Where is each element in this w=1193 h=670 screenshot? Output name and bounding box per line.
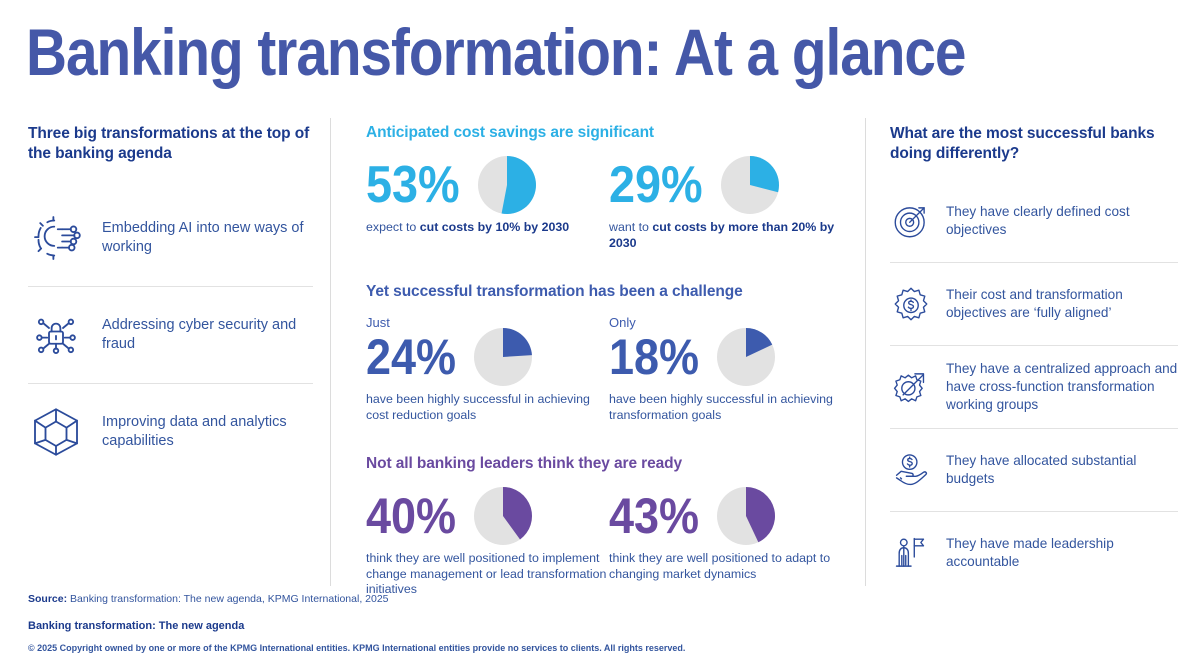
source-line: Source: Banking transformation: The new … bbox=[28, 592, 1168, 606]
target-arrow-icon bbox=[890, 200, 932, 242]
page-title: Banking transformation: At a glance bbox=[26, 15, 966, 89]
stat-value-row: 18% bbox=[609, 328, 852, 386]
caption-text: want to bbox=[609, 220, 653, 234]
stat-row: Just 24% have been highly successful in ac… bbox=[366, 315, 852, 423]
stat-prefix: Just bbox=[366, 315, 390, 330]
list-item: Improving data and analytics capabilitie… bbox=[28, 384, 313, 480]
gear-dollar-icon bbox=[890, 283, 932, 325]
stat-block: Only 18% have been highly successful in ac… bbox=[609, 315, 852, 423]
right-item-divider bbox=[890, 262, 1178, 263]
stat-block: 53% expect to cut costs by 10% by 2030 bbox=[366, 156, 609, 251]
document-title: Banking transformation: The new agenda bbox=[28, 620, 245, 632]
stat-block: 40% think they are well positioned to imp… bbox=[366, 487, 609, 598]
gear-arrow-up-icon bbox=[890, 366, 932, 408]
column-divider-right bbox=[865, 118, 866, 586]
pie-chart bbox=[721, 156, 780, 214]
right-item-divider bbox=[890, 345, 1178, 346]
stat-caption: have been highly successful in achieving… bbox=[366, 392, 609, 423]
stat-value-row: 53% bbox=[366, 156, 609, 214]
stat-value: 53% bbox=[366, 156, 460, 214]
caption-emphasis: cut costs by more than 20% by 2030 bbox=[609, 220, 835, 250]
left-column-heading: Three big transformations at the top of … bbox=[28, 125, 310, 162]
stat-value: 40% bbox=[366, 488, 457, 544]
left-item-divider bbox=[28, 286, 313, 287]
stat-value-row: 24% bbox=[366, 328, 609, 386]
stat-value: 29% bbox=[609, 156, 703, 214]
left-column: Three big transformations at the top of … bbox=[28, 124, 313, 480]
footer: Source: Banking transformation: The new … bbox=[28, 592, 1168, 653]
left-item-label: Addressing cyber security and fraud bbox=[102, 317, 297, 352]
statistics-sections: Anticipated cost savings are significant… bbox=[366, 124, 852, 598]
list-item: Their cost and transformation objectives… bbox=[890, 263, 1178, 345]
left-items-list: Embedding AI into new ways of working Ad… bbox=[28, 190, 313, 480]
stat-caption: have been highly successful in achieving… bbox=[609, 392, 852, 423]
leader-flag-icon bbox=[890, 532, 932, 574]
section-heading: Anticipated cost savings are significant bbox=[366, 124, 654, 141]
source-label: Source: bbox=[28, 593, 68, 605]
right-item-divider bbox=[890, 511, 1178, 512]
column-divider-left bbox=[330, 118, 331, 586]
copyright-notice: © 2025 Copyright owned by one or more of… bbox=[28, 643, 686, 653]
list-item: Embedding AI into new ways of working bbox=[28, 190, 313, 286]
stat-caption: think they are well positioned to implem… bbox=[366, 551, 609, 598]
data-cube-icon bbox=[28, 404, 84, 460]
left-item-label: Improving data and analytics capabilitie… bbox=[102, 414, 287, 449]
right-item-label: They have clearly defined cost objective… bbox=[946, 204, 1130, 237]
right-item-label: They have a centralized approach and hav… bbox=[946, 361, 1178, 412]
list-item: They have a centralized approach and hav… bbox=[890, 346, 1178, 428]
right-column: What are the most successful banks doing… bbox=[890, 124, 1178, 594]
pie-chart bbox=[717, 328, 776, 386]
stat-value-row: 43% bbox=[609, 487, 852, 545]
stat-row: 53% expect to cut costs by 10% by 2030 29%… bbox=[366, 156, 852, 251]
section-heading: Yet successful transformation has been a… bbox=[366, 283, 743, 300]
stat-value: 43% bbox=[609, 488, 700, 544]
list-item: Addressing cyber security and fraud bbox=[28, 287, 313, 383]
statistics-section: Not all banking leaders think they are r… bbox=[366, 455, 852, 598]
stat-value: 24% bbox=[366, 329, 457, 385]
gear-ai-circuit-icon bbox=[28, 210, 84, 266]
caption-text: expect to bbox=[366, 220, 420, 234]
caption-emphasis: cut costs by 10% by 2030 bbox=[419, 220, 570, 234]
list-item: They have made leadership accountable bbox=[890, 512, 1178, 594]
stat-value-row: 40% bbox=[366, 487, 609, 545]
pie-chart bbox=[474, 328, 533, 386]
left-item-label: Embedding AI into new ways of working bbox=[102, 220, 304, 255]
caption-text: think they are well positioned to implem… bbox=[366, 551, 607, 596]
stat-block: 29% want to cut costs by more than 20% by… bbox=[609, 156, 852, 251]
right-column-heading: What are the most successful banks doing… bbox=[890, 125, 1155, 162]
caption-text: have been highly successful in achieving… bbox=[609, 392, 833, 422]
statistics-section: Anticipated cost savings are significant… bbox=[366, 124, 852, 251]
middle-column: Anticipated cost savings are significant… bbox=[366, 124, 852, 598]
lock-cyber-security-icon bbox=[28, 307, 84, 363]
pie-chart bbox=[717, 487, 776, 545]
stat-prefix: Only bbox=[609, 315, 636, 330]
right-item-label: Their cost and transformation objectives… bbox=[946, 287, 1123, 320]
list-item: They have allocated substantial budgets bbox=[890, 429, 1178, 511]
stat-block: Just 24% have been highly successful in ac… bbox=[366, 315, 609, 423]
left-item-divider bbox=[28, 383, 313, 384]
stat-caption: think they are well positioned to adapt … bbox=[609, 551, 852, 582]
source-text: Banking transformation: The new agenda, … bbox=[67, 593, 389, 605]
statistics-section: Yet successful transformation has been a… bbox=[366, 283, 852, 423]
pie-chart bbox=[474, 487, 533, 545]
hand-dollar-icon bbox=[890, 449, 932, 491]
right-item-label: They have made leadership accountable bbox=[946, 536, 1114, 569]
stat-caption: want to cut costs by more than 20% by 20… bbox=[609, 220, 852, 251]
stat-block: 43% think they are well positioned to ada… bbox=[609, 487, 852, 598]
stat-value: 18% bbox=[609, 329, 700, 385]
right-item-divider bbox=[890, 428, 1178, 429]
pie-chart bbox=[478, 156, 537, 214]
caption-text: think they are well positioned to adapt … bbox=[609, 551, 831, 581]
stat-value-row: 29% bbox=[609, 156, 852, 214]
section-heading: Not all banking leaders think they are r… bbox=[366, 455, 683, 472]
stat-row: 40% think they are well positioned to imp… bbox=[366, 487, 852, 598]
right-items-list: They have clearly defined cost objective… bbox=[890, 180, 1178, 594]
caption-text: have been highly successful in achieving… bbox=[366, 392, 590, 422]
right-item-label: They have allocated substantial budgets bbox=[946, 453, 1137, 486]
list-item: They have clearly defined cost objective… bbox=[890, 180, 1178, 262]
stat-caption: expect to cut costs by 10% by 2030 bbox=[366, 220, 609, 236]
